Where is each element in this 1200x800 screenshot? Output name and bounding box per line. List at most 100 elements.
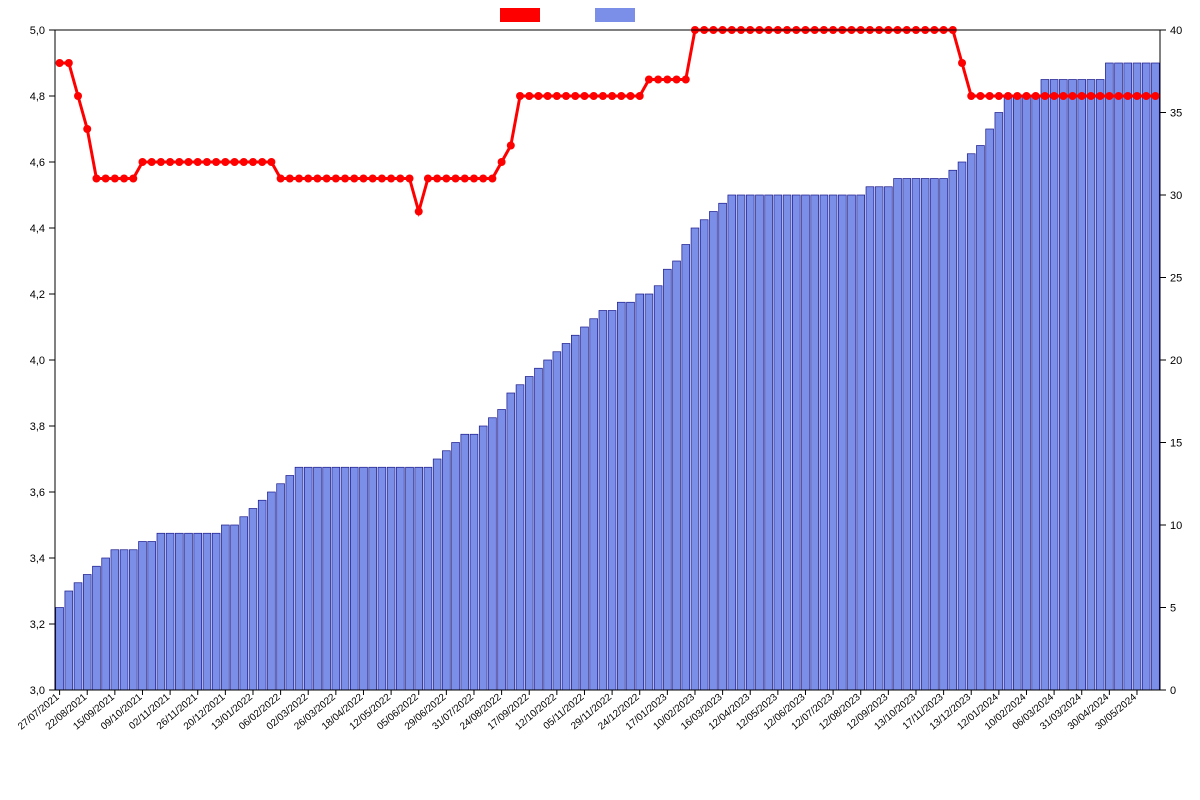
line-marker [516,92,524,100]
line-marker [986,92,994,100]
line-marker [350,175,358,183]
line-marker [553,92,561,100]
line-marker [1041,92,1049,100]
line-marker [663,76,671,84]
line-marker [258,158,266,166]
bar [875,187,883,690]
bar [240,517,248,690]
line-marker [562,92,570,100]
line-marker [231,158,239,166]
line-marker [175,158,183,166]
bar [93,566,101,690]
line-marker [682,76,690,84]
bar [452,443,460,691]
line-marker [111,175,119,183]
bar [691,228,699,690]
bar [1142,63,1150,690]
line-marker [958,59,966,67]
line-marker [102,175,110,183]
line-marker [1059,92,1067,100]
bar [406,467,414,690]
bar [185,533,193,690]
line-marker [590,92,598,100]
line-marker [636,92,644,100]
bar [479,426,487,690]
bar [102,558,110,690]
line-marker [359,175,367,183]
line-marker [1096,92,1104,100]
line-marker [627,92,635,100]
bar [700,220,708,690]
bar [56,608,64,691]
line-marker [212,158,220,166]
line-marker [323,175,331,183]
line-marker [221,158,229,166]
yleft-tick-label: 4,4 [30,223,45,235]
bar [525,377,533,691]
line-marker [138,158,146,166]
bar [129,550,137,690]
bar [617,302,625,690]
bar [848,195,856,690]
line-marker [433,175,441,183]
bar [83,575,91,691]
bar [636,294,644,690]
bar [571,335,579,690]
bar [175,533,183,690]
line-marker [185,158,193,166]
line-marker [673,76,681,84]
bar [599,311,607,691]
bar [332,467,340,690]
yleft-tick-label: 3,4 [30,553,45,565]
line-marker [194,158,202,166]
bar [396,467,404,690]
line-marker [240,158,248,166]
bar [304,467,312,690]
dual-axis-chart: 3,03,23,43,63,84,04,24,44,64,85,00510152… [0,0,1200,800]
bar [958,162,966,690]
bar [820,195,828,690]
line-marker [461,175,469,183]
yleft-tick-label: 4,0 [30,355,45,367]
bar [516,385,524,690]
bar [1041,80,1049,691]
bar [627,302,635,690]
yright-tick-label: 15 [1170,438,1182,450]
bar [314,467,322,690]
bar [811,195,819,690]
yright-tick-label: 20 [1170,355,1182,367]
line-marker [286,175,294,183]
bar [369,467,377,690]
bar [783,195,791,690]
line-marker [1022,92,1030,100]
bar [977,146,985,691]
line-marker [424,175,432,183]
line-marker [580,92,588,100]
line-marker [157,158,165,166]
bar [277,484,285,690]
bar [682,245,690,691]
bar [258,500,266,690]
line-marker [599,92,607,100]
bar [949,170,957,690]
bar [940,179,948,691]
yleft-tick-label: 3,6 [30,487,45,499]
line-marker [498,158,506,166]
line-marker [249,158,257,166]
bar [139,542,147,691]
bar [581,327,589,690]
bar [866,187,874,690]
line-marker [1105,92,1113,100]
bar [544,360,552,690]
yleft-tick-label: 4,6 [30,157,45,169]
yright-tick-label: 5 [1170,603,1176,615]
line-marker [452,175,460,183]
line-marker [369,175,377,183]
bar [829,195,837,690]
bar [1069,80,1077,691]
bar [1124,63,1132,690]
yleft-tick-label: 4,8 [30,91,45,103]
bar [756,195,764,690]
line-marker [488,175,496,183]
bar [986,129,994,690]
